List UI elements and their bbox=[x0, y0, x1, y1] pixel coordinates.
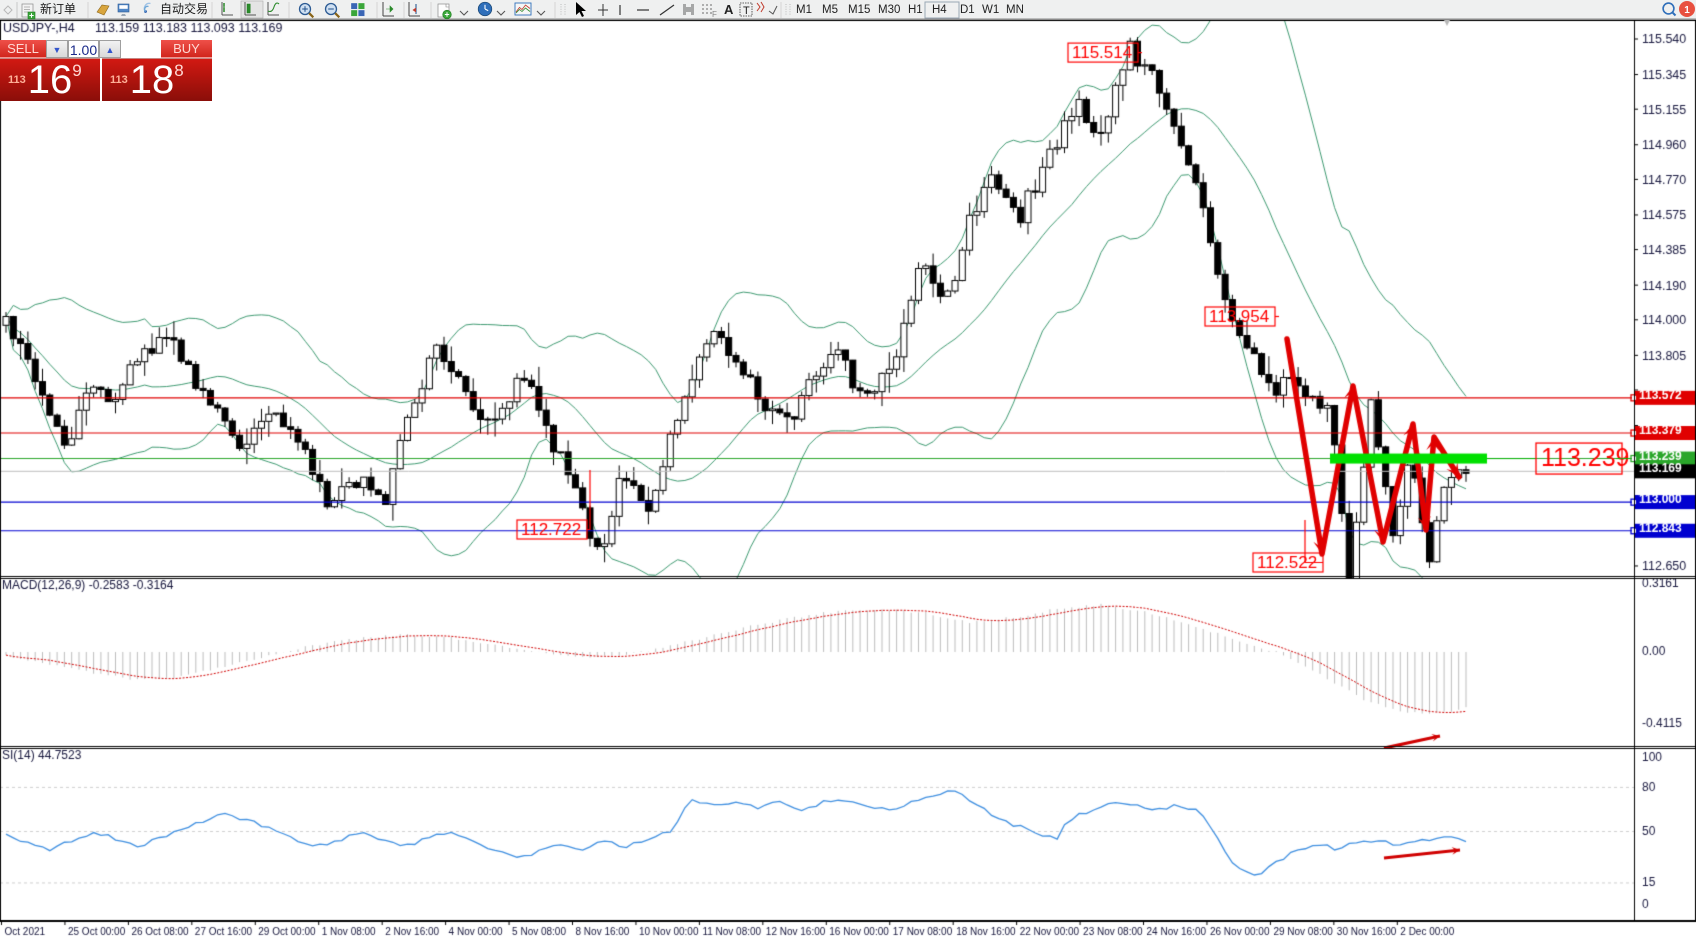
svg-text:H1: H1 bbox=[908, 4, 923, 16]
svg-text:新订单: 新订单 bbox=[40, 1, 76, 16]
svg-text:M1: M1 bbox=[796, 4, 812, 16]
svg-text:F: F bbox=[712, 10, 717, 19]
svg-text:M5: M5 bbox=[822, 4, 838, 16]
svg-text:W1: W1 bbox=[982, 4, 999, 16]
svg-text:自动交易: 自动交易 bbox=[160, 1, 208, 16]
svg-text:D1: D1 bbox=[960, 4, 975, 16]
svg-text:T: T bbox=[743, 5, 750, 17]
svg-text:1: 1 bbox=[1684, 5, 1690, 16]
svg-text:M30: M30 bbox=[878, 4, 900, 16]
svg-text:A: A bbox=[724, 2, 734, 17]
svg-text:H4: H4 bbox=[932, 4, 947, 16]
svg-text:M15: M15 bbox=[848, 4, 870, 16]
svg-text:MN: MN bbox=[1006, 4, 1024, 16]
